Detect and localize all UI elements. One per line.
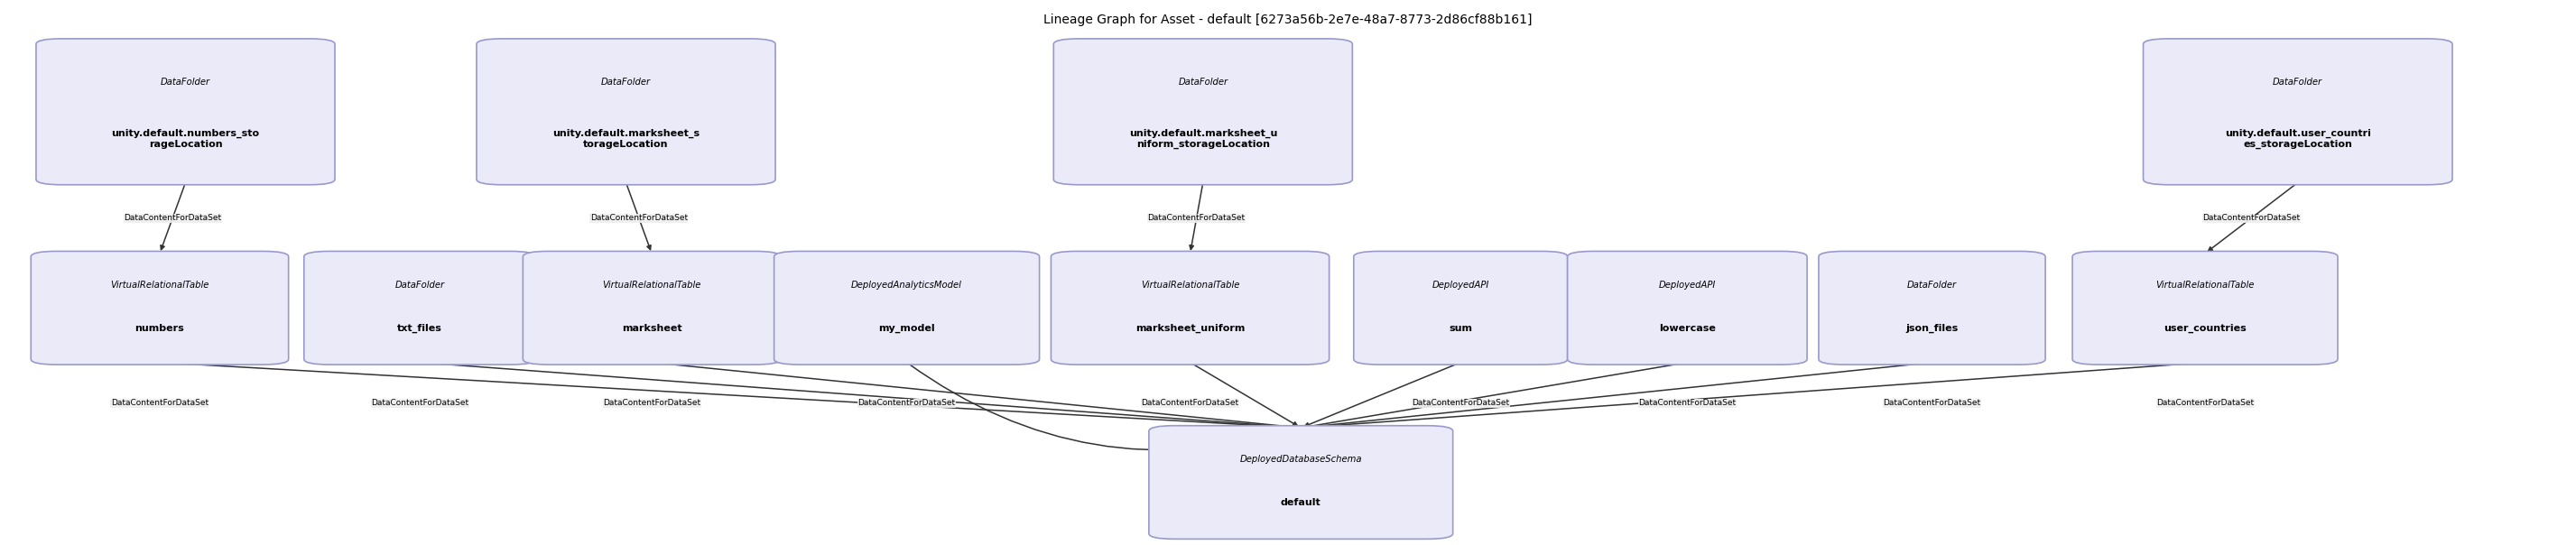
Text: DataContentForDataSet: DataContentForDataSet (1141, 399, 1239, 407)
FancyBboxPatch shape (1054, 39, 1352, 185)
FancyArrowPatch shape (1193, 364, 1298, 426)
FancyArrowPatch shape (1303, 364, 1458, 427)
Text: default: default (1280, 499, 1321, 507)
Text: marksheet_uniform: marksheet_uniform (1136, 324, 1244, 333)
Text: DataContentForDataSet: DataContentForDataSet (858, 399, 956, 407)
Text: DataContentForDataSet: DataContentForDataSet (371, 399, 469, 407)
Text: json_files: json_files (1906, 324, 1958, 333)
Text: unity.default.numbers_sto
rageLocation: unity.default.numbers_sto rageLocation (111, 129, 260, 149)
Text: lowercase: lowercase (1659, 324, 1716, 333)
FancyArrowPatch shape (654, 362, 1296, 429)
Text: sum: sum (1448, 324, 1473, 333)
Text: DataContentForDataSet: DataContentForDataSet (590, 214, 688, 222)
FancyBboxPatch shape (1051, 251, 1329, 365)
FancyArrowPatch shape (1306, 363, 1685, 428)
Text: marksheet: marksheet (621, 324, 683, 333)
Text: DataContentForDataSet: DataContentForDataSet (1638, 399, 1736, 407)
Text: my_model: my_model (878, 324, 935, 333)
Text: DataContentForDataSet: DataContentForDataSet (2156, 399, 2254, 407)
Text: numbers: numbers (134, 324, 185, 333)
Text: DataContentForDataSet: DataContentForDataSet (111, 399, 209, 407)
FancyBboxPatch shape (1819, 251, 2045, 365)
FancyArrowPatch shape (626, 185, 652, 250)
Text: DataContentForDataSet: DataContentForDataSet (1149, 214, 1244, 222)
FancyBboxPatch shape (31, 251, 289, 365)
FancyBboxPatch shape (523, 251, 781, 365)
Text: DataFolder: DataFolder (1906, 281, 1958, 289)
Text: DataFolder: DataFolder (160, 77, 211, 87)
Text: DataFolder: DataFolder (1177, 77, 1229, 87)
FancyArrowPatch shape (1306, 362, 2202, 429)
Text: Lineage Graph for Asset - default [6273a56b-2e7e-48a7-8773-2d86cf88b161]: Lineage Graph for Asset - default [6273a… (1043, 14, 1533, 26)
Text: DataContentForDataSet: DataContentForDataSet (124, 214, 222, 222)
FancyArrowPatch shape (1306, 362, 1929, 429)
Text: txt_files: txt_files (397, 324, 443, 333)
Text: DeployedDatabaseSchema: DeployedDatabaseSchema (1239, 455, 1363, 464)
Text: unity.default.marksheet_u
niform_storageLocation: unity.default.marksheet_u niform_storage… (1128, 129, 1278, 149)
FancyBboxPatch shape (773, 251, 1038, 365)
Text: DataContentForDataSet: DataContentForDataSet (603, 399, 701, 407)
Text: unity.default.user_countri
es_storageLocation: unity.default.user_countri es_storageLoc… (2226, 129, 2370, 149)
Text: DeployedAnalyticsModel: DeployedAnalyticsModel (850, 281, 963, 289)
Text: VirtualRelationalTable: VirtualRelationalTable (603, 281, 701, 289)
FancyBboxPatch shape (304, 251, 536, 365)
Text: DataContentForDataSet: DataContentForDataSet (1412, 399, 1510, 407)
Text: DataFolder: DataFolder (394, 281, 446, 289)
Text: DataContentForDataSet: DataContentForDataSet (2202, 214, 2300, 222)
Text: DeployedAPI: DeployedAPI (1659, 281, 1716, 289)
Text: DataFolder: DataFolder (2272, 77, 2324, 87)
FancyBboxPatch shape (2143, 39, 2452, 185)
FancyArrowPatch shape (2208, 184, 2295, 251)
FancyBboxPatch shape (36, 39, 335, 185)
Text: DeployedAPI: DeployedAPI (1432, 281, 1489, 289)
FancyBboxPatch shape (1149, 426, 1453, 539)
FancyArrowPatch shape (909, 364, 1296, 450)
Text: unity.default.marksheet_s
torageLocation: unity.default.marksheet_s torageLocation (551, 129, 701, 149)
Text: VirtualRelationalTable: VirtualRelationalTable (1141, 281, 1239, 289)
FancyBboxPatch shape (2071, 251, 2339, 365)
Text: DataContentForDataSet: DataContentForDataSet (1883, 399, 1981, 407)
FancyArrowPatch shape (1190, 185, 1203, 250)
Text: VirtualRelationalTable: VirtualRelationalTable (2156, 281, 2254, 289)
FancyBboxPatch shape (1352, 251, 1566, 365)
Text: DataFolder: DataFolder (600, 77, 652, 87)
FancyBboxPatch shape (1566, 251, 1808, 365)
FancyBboxPatch shape (477, 39, 775, 185)
FancyArrowPatch shape (160, 185, 185, 250)
Text: VirtualRelationalTable: VirtualRelationalTable (111, 281, 209, 289)
Text: user_countries: user_countries (2164, 324, 2246, 333)
FancyArrowPatch shape (422, 362, 1296, 429)
FancyArrowPatch shape (162, 362, 1296, 429)
